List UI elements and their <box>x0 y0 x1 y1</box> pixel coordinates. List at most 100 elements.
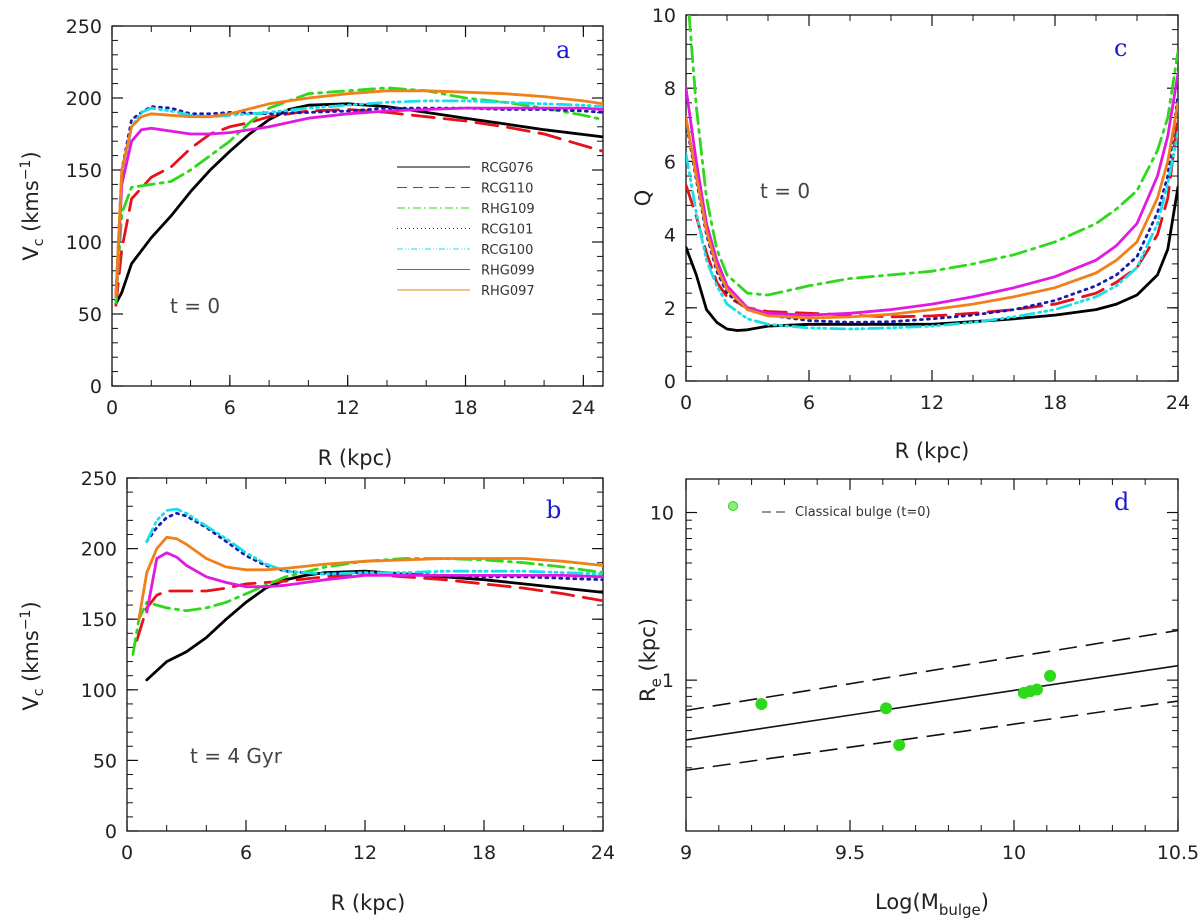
legend-label: Classical bulge (t=0) <box>795 505 931 520</box>
series-rhg097 <box>114 89 603 299</box>
series-rcg100 <box>114 99 603 300</box>
data-point <box>1030 683 1043 696</box>
y-tick-label: 50 <box>78 304 102 326</box>
y-tick-label: 0 <box>105 821 117 843</box>
series-rhg097 <box>137 535 603 621</box>
plot-frame <box>685 478 1179 832</box>
curves <box>686 15 1178 332</box>
y-tick-label: 150 <box>81 609 117 631</box>
legend-label: RHG109 <box>481 202 535 217</box>
series-rcg076 <box>114 102 603 306</box>
legend: RCG076 RCG110 RHG109 RCG101 RCG100 RHG099 RHG0… <box>397 161 535 299</box>
x-tick-label: 12 <box>353 842 377 864</box>
ticks: 0 6 12 18 24 0 50 100 150 200 250 <box>66 16 603 419</box>
x-tick-label: 24 <box>1166 392 1190 414</box>
series-rhg099 <box>114 106 603 299</box>
x-axis-title: R (kpc) <box>331 891 406 915</box>
y-tick-label: 250 <box>81 468 117 490</box>
x-tick-label: 6 <box>240 842 252 864</box>
y-tick-label: 200 <box>66 88 102 110</box>
legend-label: RHG099 <box>481 264 535 279</box>
x-tick-label: 0 <box>121 842 133 864</box>
x-tick-label: 9 <box>680 842 692 864</box>
legend-label: RCG100 <box>481 243 533 258</box>
series-rcg101 <box>145 511 603 582</box>
x-axis-title: R (kpc) <box>318 446 393 470</box>
time-annotation: t = 0 <box>760 179 810 203</box>
series-rcg101 <box>686 94 1178 324</box>
legend-label: RHG097 <box>481 284 535 299</box>
x-tick-label: 12 <box>336 397 360 419</box>
x-tick-label: 18 <box>453 397 477 419</box>
y-tick-label: 10 <box>650 503 674 525</box>
series-rhg099 <box>145 551 603 614</box>
x-tick-label: 10 <box>1002 842 1026 864</box>
series-rcg110 <box>114 108 603 307</box>
panel-d: 9 9.5 10 10.5 1 10 d Classical bulge (t=0) Lo… <box>636 478 1199 919</box>
fit-line-lower <box>685 700 1179 772</box>
x-tick-label: 0 <box>106 397 118 419</box>
y-tick-label: 6 <box>664 151 676 173</box>
legend-label: RCG101 <box>481 223 533 238</box>
y-tick-label: 150 <box>66 160 102 182</box>
panel-label: b <box>546 496 561 524</box>
series-rhg109 <box>687 15 1178 297</box>
x-tick-label: 6 <box>224 397 236 419</box>
legend: Classical bulge (t=0) <box>728 501 931 520</box>
series-rhg099 <box>686 72 1178 317</box>
y-tick-label: 4 <box>664 225 676 247</box>
ticks: 0 6 12 18 24 0 50 100 150 200 250 <box>81 468 615 864</box>
legend-marker <box>728 501 738 511</box>
series-rhg109 <box>114 86 603 304</box>
y-tick-label: 2 <box>664 298 676 320</box>
data-point <box>1044 669 1057 682</box>
x-tick-label: 10.5 <box>1157 842 1199 864</box>
y-tick-label: 100 <box>66 232 102 254</box>
y-tick-label: 8 <box>664 78 676 100</box>
curves <box>131 507 603 682</box>
y-tick-label: 50 <box>93 750 117 772</box>
x-axis-title: Log(Mbulge) <box>875 890 989 919</box>
series-rcg076 <box>145 569 603 682</box>
y-tick-label: 200 <box>81 539 117 561</box>
curves <box>114 86 603 307</box>
time-annotation: t = 4 Gyr <box>190 744 283 768</box>
data-points <box>755 669 1057 752</box>
x-axis-title: R (kpc) <box>895 439 970 463</box>
fit-lines <box>685 629 1179 772</box>
x-tick-label: 24 <box>571 397 595 419</box>
legend-label: RCG076 <box>481 161 533 176</box>
plot-frame <box>126 477 604 832</box>
x-tick-label: 24 <box>591 842 615 864</box>
fit-line-upper <box>685 629 1179 712</box>
series-rcg100 <box>686 130 1178 331</box>
panel-b: 0 6 12 18 24 0 50 100 150 200 250 b t = 4 Gyr R (k… <box>18 468 615 915</box>
plot-frame <box>111 25 604 387</box>
y-axis-title: Q <box>631 190 655 207</box>
panel-label: c <box>1114 34 1127 62</box>
series-rhg097 <box>686 101 1178 320</box>
x-tick-label: 18 <box>472 842 496 864</box>
legend-label: RCG110 <box>481 182 533 197</box>
series-rcg100 <box>145 507 603 576</box>
y-tick-label: 250 <box>66 16 102 38</box>
series-rcg110 <box>686 116 1178 319</box>
x-tick-label: 9.5 <box>835 842 865 864</box>
fit-line-fit <box>685 664 1179 741</box>
y-axis-title: Re (kpc) <box>636 618 665 702</box>
y-axis-title: Vc (kms−1) <box>18 601 47 710</box>
x-tick-label: 0 <box>680 392 692 414</box>
data-point <box>893 739 906 752</box>
time-annotation: t = 0 <box>170 294 220 318</box>
y-tick-label: 0 <box>664 371 676 393</box>
ticks: 9 9.5 10 10.5 1 10 <box>650 479 1199 864</box>
data-point <box>880 702 893 715</box>
y-axis-title: Vc (kms−1) <box>18 151 47 260</box>
y-tick-label: 10 <box>652 5 676 27</box>
data-point <box>755 698 768 711</box>
y-tick-label: 0 <box>90 376 102 398</box>
